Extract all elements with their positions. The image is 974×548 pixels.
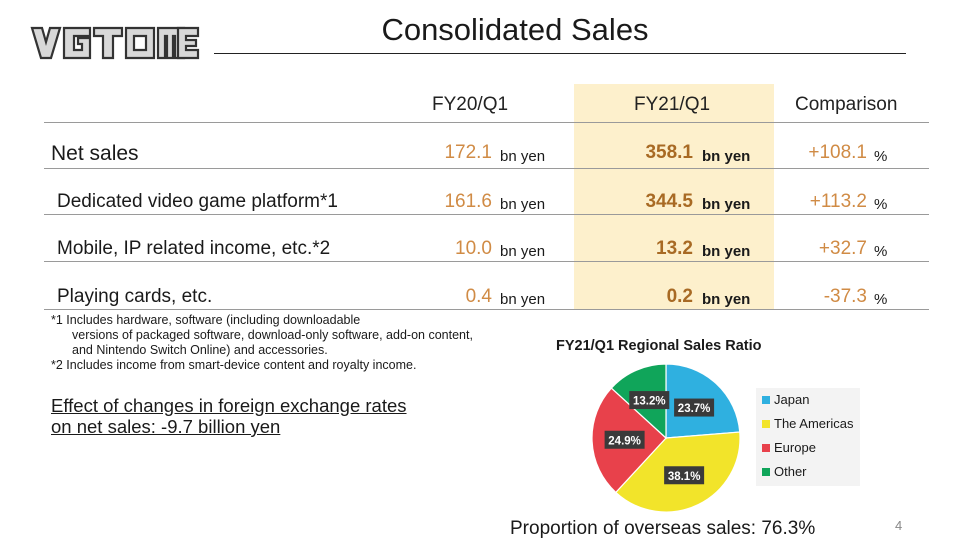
- net-sales-comparison: +108.1: [808, 142, 867, 163]
- legend-item-americas: The Americas: [762, 416, 853, 431]
- net-sales-comparison-unit: %: [874, 148, 888, 165]
- row-rule: [44, 214, 929, 215]
- cards-fy21-value: 0.2: [666, 286, 693, 307]
- footnote-1-line-2: versions of packaged software, download-…: [72, 328, 473, 342]
- cards-fy20-unit: bn yen: [500, 291, 546, 308]
- svg-text:24.9%: 24.9%: [608, 435, 641, 447]
- svg-text:38.1%: 38.1%: [668, 471, 701, 483]
- pie-legend: Japan The Americas Europe Other: [756, 388, 860, 486]
- header-comparison: Comparison: [795, 94, 898, 115]
- legend-swatch: [762, 468, 770, 476]
- dedicated-fy20-value: 161.6: [444, 191, 492, 212]
- table-bottom-rule: [44, 309, 929, 310]
- dedicated-comparison-unit: %: [874, 196, 888, 213]
- row-label-net-sales: Net sales: [51, 142, 139, 165]
- footnote-1-line-3: and Nintendo Switch Online) and accessor…: [72, 343, 328, 357]
- cards-fy21-unit: bn yen: [702, 291, 751, 308]
- pie-label-americas: 38.1%: [664, 466, 705, 485]
- header-fy21: FY21/Q1: [634, 94, 711, 115]
- legend-swatch: [762, 396, 770, 404]
- row-label-mobile-ip: Mobile, IP related income, etc.*2: [57, 238, 331, 259]
- cards-comparison: -37.3: [823, 286, 867, 307]
- fx-effect-line-2: on net sales: -9.7 billion yen: [51, 416, 281, 437]
- regional-sales-pie-chart: 23.7% 38.1% 24.9% 13.2%: [591, 363, 741, 513]
- row-rule: [44, 261, 929, 262]
- legend-label: Other: [774, 464, 807, 479]
- cards-fy20-value: 0.4: [465, 286, 492, 307]
- mobile-fy21-value: 13.2: [656, 238, 693, 259]
- dedicated-fy21-unit: bn yen: [702, 196, 751, 213]
- svg-text:13.2%: 13.2%: [633, 396, 666, 408]
- mobile-fy20-unit: bn yen: [500, 243, 546, 260]
- fx-effect-line-1: Effect of changes in foreign exchange ra…: [51, 395, 407, 416]
- vgtime-logo: [28, 24, 202, 62]
- table-header-rule: [44, 122, 929, 123]
- legend-label: The Americas: [774, 416, 854, 431]
- mobile-fy20-value: 10.0: [455, 238, 492, 259]
- mobile-fy21-unit: bn yen: [702, 243, 751, 260]
- row-label-dedicated-platform: Dedicated video game platform*1: [57, 191, 338, 212]
- legend-item-japan: Japan: [762, 392, 809, 407]
- page-title: Consolidated Sales: [381, 12, 649, 47]
- svg-text:23.7%: 23.7%: [678, 403, 711, 415]
- overseas-sales-proportion: Proportion of overseas sales: 76.3%: [510, 518, 816, 539]
- dedicated-fy21-value: 344.5: [645, 191, 693, 212]
- legend-item-other: Other: [762, 464, 807, 479]
- legend-swatch: [762, 444, 770, 452]
- pie-label-other: 13.2%: [629, 391, 670, 410]
- title-divider: [214, 53, 906, 54]
- page-number: 4: [895, 518, 903, 533]
- footnote-1-line-1: *1 Includes hardware, software (includin…: [51, 313, 361, 327]
- mobile-comparison: +32.7: [818, 238, 867, 259]
- net-sales-fy20-unit: bn yen: [500, 148, 546, 165]
- pie-label-europe: 24.9%: [604, 430, 645, 449]
- pie-label-japan: 23.7%: [674, 398, 715, 417]
- row-label-playing-cards: Playing cards, etc.: [57, 286, 213, 307]
- footnote-2: *2 Includes income from smart-device con…: [51, 358, 417, 372]
- mobile-comparison-unit: %: [874, 243, 888, 260]
- row-rule: [44, 168, 929, 169]
- dedicated-fy20-unit: bn yen: [500, 196, 546, 213]
- net-sales-fy21-unit: bn yen: [702, 148, 751, 165]
- fy21-highlight-column: [574, 84, 774, 310]
- pie-chart-title: FY21/Q1 Regional Sales Ratio: [556, 338, 762, 354]
- cards-comparison-unit: %: [874, 291, 888, 308]
- net-sales-fy21-value: 358.1: [645, 142, 693, 163]
- legend-item-europe: Europe: [762, 440, 816, 455]
- net-sales-fy20-value: 172.1: [444, 142, 492, 163]
- legend-swatch: [762, 420, 770, 428]
- dedicated-comparison: +113.2: [809, 191, 867, 212]
- legend-label: Europe: [774, 440, 816, 455]
- legend-label: Japan: [774, 392, 810, 407]
- header-fy20: FY20/Q1: [432, 94, 509, 115]
